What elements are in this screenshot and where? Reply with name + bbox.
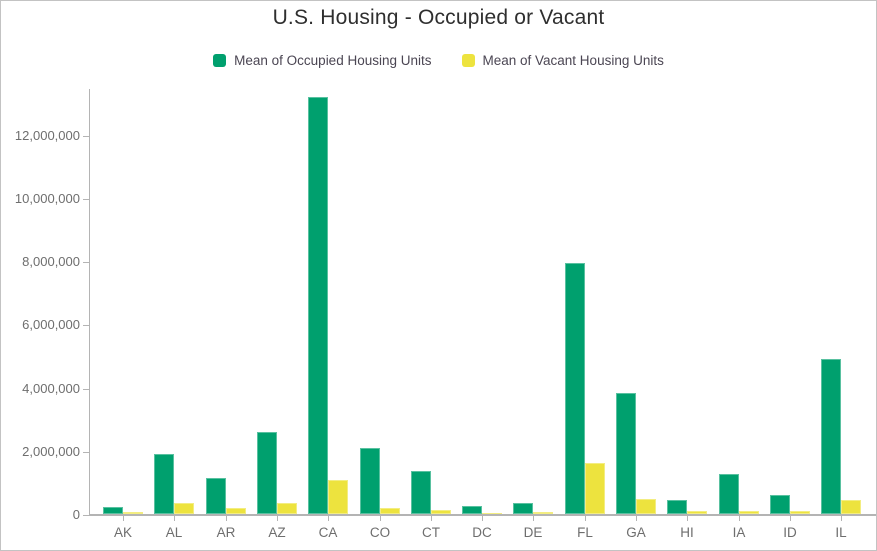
x-axis-tick [482, 516, 483, 521]
x-axis-tick [687, 516, 688, 521]
x-axis-tick-label: AK [113, 525, 132, 540]
x-axis-tick-label: CA [318, 525, 338, 540]
y-axis-tick-label: 2,000,000 [22, 444, 80, 459]
y-axis-tick-label: 12,000,000 [14, 128, 80, 143]
y-axis-tick [83, 325, 89, 326]
chart-title: U.S. Housing - Occupied or Vacant [272, 6, 605, 29]
x-axis-tick [841, 516, 842, 521]
occupied-bar[interactable] [411, 471, 431, 514]
y-axis-tick [83, 515, 89, 516]
occupied-bar[interactable] [103, 507, 123, 514]
vacant-bar[interactable] [226, 508, 246, 514]
y-axis-line [89, 89, 90, 515]
vacant-series-swatch-icon [461, 54, 475, 67]
x-axis-tick-label: CT [422, 525, 440, 540]
x-axis-tick-label: IL [835, 525, 847, 540]
occupied-bar[interactable] [719, 474, 739, 514]
vacant-bar[interactable] [585, 463, 605, 514]
x-axis-tick [380, 516, 381, 521]
x-axis-tick-label: DE [523, 525, 543, 540]
chart-legend: Mean of Occupied Housing Units Mean of V… [1, 53, 876, 68]
legend-item-occupied[interactable]: Mean of Occupied Housing Units [213, 53, 432, 68]
x-axis-tick-label: AR [216, 525, 236, 540]
vacant-bar[interactable] [790, 511, 810, 514]
occupied-bar[interactable] [513, 503, 533, 514]
y-axis-tick [83, 452, 89, 453]
vacant-bar[interactable] [431, 510, 451, 514]
x-axis-tick [328, 516, 329, 521]
y-axis-tick [83, 136, 89, 137]
vacant-bar[interactable] [841, 500, 861, 514]
vacant-bar[interactable] [174, 503, 194, 514]
x-axis-tick [123, 516, 124, 521]
y-axis-tick-label: 4,000,000 [22, 381, 80, 396]
x-axis-tick-label: ID [783, 525, 797, 540]
x-axis-tick [790, 516, 791, 521]
y-axis-tick [83, 389, 89, 390]
x-axis-tick [533, 516, 534, 521]
x-axis-line [89, 514, 876, 516]
x-axis-tick [739, 516, 740, 521]
x-axis-tick-label: AZ [268, 525, 286, 540]
x-axis-tick [277, 516, 278, 521]
occupied-bar[interactable] [308, 97, 328, 514]
x-axis-tick-label: IA [732, 525, 746, 540]
x-axis-tick [174, 516, 175, 521]
vacant-bar[interactable] [739, 511, 759, 514]
x-axis-tick-label: DC [472, 525, 492, 540]
x-axis-tick-label: AL [165, 525, 183, 540]
x-axis-tick-label: GA [626, 525, 646, 540]
occupied-series-swatch-icon [213, 54, 227, 67]
occupied-bar[interactable] [821, 359, 841, 514]
vacant-bar[interactable] [277, 503, 297, 514]
y-axis-tick [83, 199, 89, 200]
occupied-bar[interactable] [770, 495, 790, 514]
y-axis-tick [83, 262, 89, 263]
vacant-bar[interactable] [123, 512, 143, 514]
x-axis-tick [585, 516, 586, 521]
occupied-bar[interactable] [616, 393, 636, 514]
occupied-bar[interactable] [462, 506, 482, 514]
legend-label-vacant: Mean of Vacant Housing Units [482, 53, 664, 68]
vacant-bar[interactable] [687, 511, 707, 514]
x-axis-tick [226, 516, 227, 521]
y-axis-tick-label: 8,000,000 [22, 254, 80, 269]
y-axis-tick-label: 0 [72, 507, 80, 522]
occupied-bar[interactable] [360, 448, 380, 514]
x-axis-tick-label: HI [680, 525, 694, 540]
x-axis-tick-label: FL [577, 525, 593, 540]
occupied-bar[interactable] [667, 500, 687, 514]
occupied-bar[interactable] [257, 432, 277, 514]
vacant-bar[interactable] [380, 508, 400, 514]
vacant-bar[interactable] [533, 512, 553, 514]
vacant-bar[interactable] [328, 480, 348, 514]
x-axis-tick-label: CO [369, 525, 391, 540]
y-axis-tick-label: 6,000,000 [22, 317, 80, 332]
x-axis-tick [636, 516, 637, 521]
occupied-bar[interactable] [206, 478, 226, 514]
vacant-bar[interactable] [636, 499, 656, 514]
occupied-bar[interactable] [565, 263, 585, 514]
legend-label-occupied: Mean of Occupied Housing Units [234, 53, 432, 68]
vacant-bar[interactable] [482, 513, 502, 514]
y-axis-tick-label: 10,000,000 [14, 191, 80, 206]
legend-item-vacant[interactable]: Mean of Vacant Housing Units [461, 53, 664, 68]
x-axis-tick [431, 516, 432, 521]
occupied-bar[interactable] [154, 454, 174, 514]
